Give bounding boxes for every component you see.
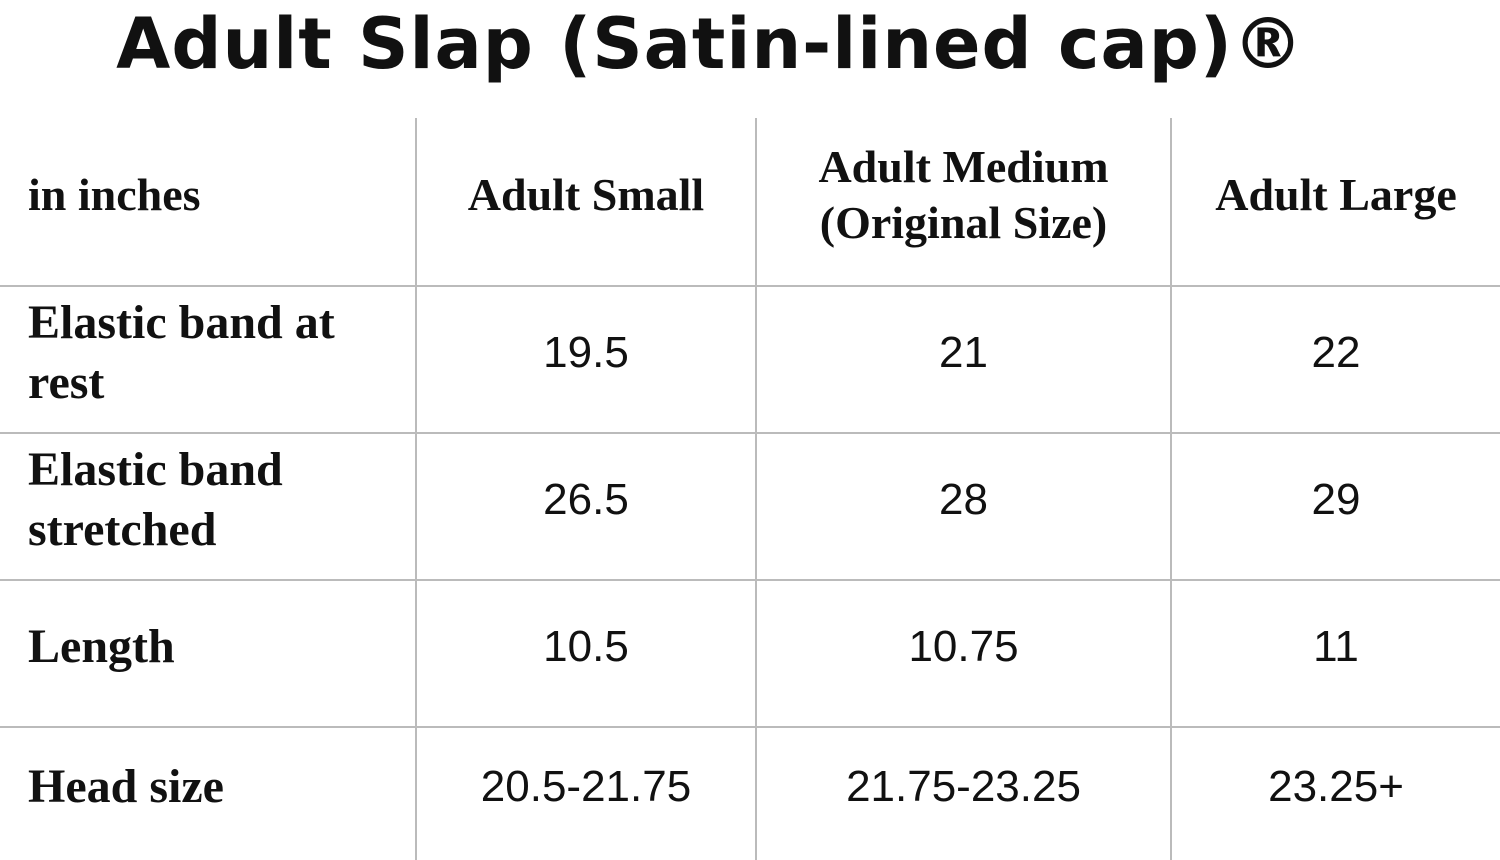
value-cell: 11 <box>1170 579 1500 726</box>
value-cell: 29 <box>1170 432 1500 579</box>
value-cell: 28 <box>755 432 1170 579</box>
column-header: Adult Small <box>415 118 755 285</box>
size-table: in inches Adult Small Adult Medium (Origin… <box>0 118 1500 860</box>
value-cell: 21 <box>755 285 1170 432</box>
row-label: Head size <box>0 726 415 860</box>
row-label: Elastic band stretched <box>0 432 415 579</box>
value-cell: 20.5-21.75 <box>415 726 755 860</box>
value-cell: 10.75 <box>755 579 1170 726</box>
unit-label: in inches <box>28 168 201 220</box>
column-header: Adult Large <box>1170 118 1500 285</box>
value-cell: 26.5 <box>415 432 755 579</box>
value-cell: 19.5 <box>415 285 755 432</box>
value-cell: 23.25+ <box>1170 726 1500 860</box>
row-label: Elastic band at rest <box>0 285 415 432</box>
value-cell: 10.5 <box>415 579 755 726</box>
row-label: Length <box>0 579 415 726</box>
title: Adult Slap (Satin-lined cap)® <box>116 3 1304 85</box>
value-cell: 21.75-23.25 <box>755 726 1170 860</box>
column-header: Adult Medium (Original Size) <box>755 118 1170 285</box>
value-cell: 22 <box>1170 285 1500 432</box>
